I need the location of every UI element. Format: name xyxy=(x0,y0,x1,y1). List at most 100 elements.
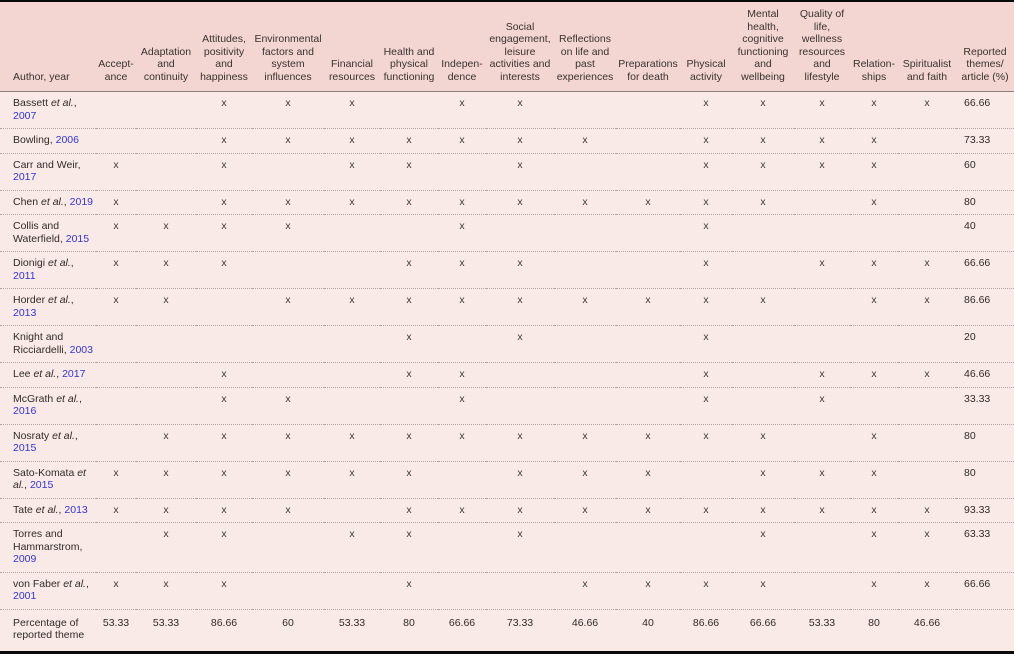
column-header-theme: Spiritualist and faith xyxy=(898,2,956,92)
theme-mark: x xyxy=(760,158,766,171)
theme-mark-cell xyxy=(732,251,794,289)
theme-mark-cell: x xyxy=(898,362,956,387)
reported-value: 46.66 xyxy=(956,362,1014,387)
column-header-theme: Social engagement, leisure activities an… xyxy=(486,2,554,92)
theme-mark-cell: x xyxy=(486,288,554,326)
theme-mark-cell: x xyxy=(380,128,438,153)
table-row: Bassett et al., 2007 x x x x x x x x x x 66.66 xyxy=(0,92,1014,129)
table-row: Lee et al., 2017 x x x x x x x 46.66 xyxy=(0,362,1014,387)
theme-mark: x xyxy=(459,220,465,232)
year-link[interactable]: 2017 xyxy=(62,368,86,380)
theme-mark-cell: x xyxy=(898,251,956,289)
theme-mark-cell: x xyxy=(554,460,616,498)
theme-mark: x xyxy=(645,429,651,442)
theme-mark-cell: x xyxy=(486,423,554,461)
theme-mark-cell: x xyxy=(794,362,850,387)
theme-mark-cell: x xyxy=(196,497,252,523)
etal-label: et al. xyxy=(56,392,79,405)
year-link[interactable]: 2013 xyxy=(64,503,88,516)
author-name: Bassett xyxy=(13,97,49,109)
table-row: Tate et al., 2013 x x x x x x x x x x x x x x 93.33 xyxy=(0,497,1014,523)
theme-mark-cell xyxy=(196,288,252,326)
theme-mark-cell xyxy=(616,386,680,424)
theme-mark: x xyxy=(517,294,523,306)
theme-mark-cell: x xyxy=(486,325,554,363)
theme-mark: x xyxy=(221,257,227,269)
year-link[interactable]: 2003 xyxy=(69,343,93,356)
theme-mark: x xyxy=(645,294,651,306)
year-link[interactable]: 2001 xyxy=(13,590,37,602)
theme-mark-cell xyxy=(324,251,380,289)
theme-mark: x xyxy=(703,392,709,405)
theme-mark: x xyxy=(819,368,825,380)
theme-mark-cell: x xyxy=(898,497,956,523)
theme-mark-cell xyxy=(794,423,850,461)
theme-mark-cell: x xyxy=(438,214,486,252)
theme-mark-cell xyxy=(898,189,956,215)
theme-mark-cell: x xyxy=(380,325,438,363)
theme-mark: x xyxy=(113,158,119,171)
theme-mark-cell: x xyxy=(554,189,616,215)
theme-mark: x xyxy=(819,257,825,269)
theme-mark-cell: x xyxy=(196,251,252,289)
theme-mark: x xyxy=(221,429,227,442)
year-link[interactable]: 2017 xyxy=(13,171,37,183)
author-cell: Lee et al., 2017 xyxy=(0,362,96,387)
theme-mark: x xyxy=(459,392,465,405)
year-link[interactable]: 2013 xyxy=(13,306,37,319)
theme-mark-cell: x xyxy=(324,288,380,326)
year-link[interactable]: 2007 xyxy=(13,109,37,122)
theme-mark-cell: x xyxy=(486,497,554,523)
theme-mark-cell xyxy=(136,189,196,215)
theme-mark: x xyxy=(349,195,355,208)
theme-mark-cell xyxy=(898,128,956,153)
theme-mark-cell: x xyxy=(324,189,380,215)
theme-mark-cell: x xyxy=(486,128,554,153)
theme-mark-cell: x xyxy=(680,288,732,326)
theme-mark-cell: x xyxy=(96,288,136,326)
year-link[interactable]: 2019 xyxy=(69,195,93,208)
theme-mark: x xyxy=(406,257,412,269)
theme-mark-cell: x xyxy=(680,386,732,424)
theme-mark-cell: x xyxy=(850,423,898,461)
footer-percentage-value: 80 xyxy=(850,608,898,651)
year-link[interactable]: 2011 xyxy=(13,269,36,282)
footer-percentage-value: 86.66 xyxy=(196,608,252,651)
theme-mark-cell xyxy=(252,325,324,363)
year-link[interactable]: 2015 xyxy=(13,442,37,454)
theme-mark-cell: x xyxy=(850,92,898,129)
table-row: Torres and Hammarstrom, 2009 x x x x x x x x 63.3… xyxy=(0,522,1014,572)
year-link[interactable]: 2006 xyxy=(55,134,79,146)
theme-mark-cell: x xyxy=(324,522,380,572)
theme-mark: x xyxy=(645,195,651,208)
year-link[interactable]: 2009 xyxy=(13,553,37,565)
author-name: Torres and Hammarstrom xyxy=(13,528,80,553)
theme-mark-cell xyxy=(898,152,956,190)
reported-value: 86.66 xyxy=(956,288,1014,326)
theme-mark-cell: x xyxy=(680,325,732,363)
theme-mark: x xyxy=(645,503,651,516)
theme-mark: x xyxy=(871,134,877,146)
theme-mark-cell: x xyxy=(438,189,486,215)
theme-mark-cell: x xyxy=(96,251,136,289)
theme-mark-cell: x xyxy=(680,497,732,523)
column-header-theme: Reflections on life and past experiences xyxy=(554,2,616,92)
theme-mark: x xyxy=(163,577,169,590)
theme-mark: x xyxy=(924,528,930,540)
author-cell: Knight and Ricciardelli, 2003 xyxy=(0,325,96,363)
theme-mark: x xyxy=(819,392,825,405)
theme-mark: x xyxy=(221,97,227,109)
theme-mark-cell: x xyxy=(732,152,794,190)
year-link[interactable]: 2015 xyxy=(65,232,90,245)
table-row: Collis and Waterfield, 2015 x x x x x x 40 xyxy=(0,214,1014,252)
theme-mark: x xyxy=(406,577,412,590)
year-link[interactable]: 2016 xyxy=(13,405,37,417)
theme-mark-cell xyxy=(136,325,196,363)
theme-mark-cell: x xyxy=(196,92,252,129)
theme-mark-cell: x xyxy=(680,128,732,153)
year-link[interactable]: 2015 xyxy=(29,479,54,491)
theme-mark-cell: x xyxy=(486,460,554,498)
theme-mark-cell: x xyxy=(554,571,616,609)
theme-mark-cell: x xyxy=(196,189,252,215)
theme-mark-cell: x xyxy=(96,214,136,252)
